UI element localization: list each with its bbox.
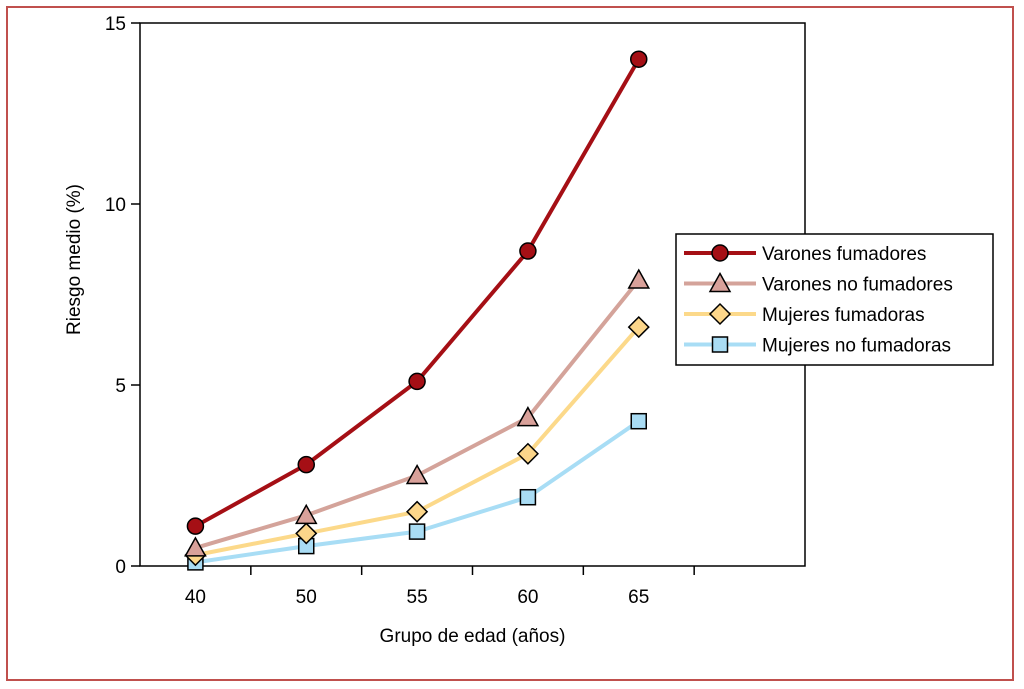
data-point xyxy=(516,406,540,427)
data-point xyxy=(627,268,651,289)
data-point xyxy=(294,503,318,525)
series-line xyxy=(194,58,641,528)
legend-marker xyxy=(708,271,732,293)
y-tick-label: 15 xyxy=(105,14,126,35)
y-axis-title: Riesgo medio (%) xyxy=(64,184,85,335)
legend-label: Varones fumadores xyxy=(762,244,926,265)
y-tick-label: 5 xyxy=(115,376,126,397)
y-axis: 0 5 10 15 xyxy=(105,14,140,578)
legend-label: Mujeres fumadoras xyxy=(762,305,925,326)
legend-item: Varones no fumadores xyxy=(684,271,953,296)
legend-item: Mujeres fumadoras xyxy=(684,302,925,326)
data-point xyxy=(630,50,648,68)
legend-item: Mujeres no fumadoras xyxy=(684,336,951,357)
series-layer xyxy=(184,50,651,571)
data-point xyxy=(408,372,426,391)
x-tick-label: 55 xyxy=(407,587,428,608)
data-point xyxy=(627,316,650,339)
series-2 xyxy=(184,268,651,557)
data-point xyxy=(406,500,429,523)
data-point xyxy=(186,517,205,535)
series-4 xyxy=(187,412,647,571)
legend-marker xyxy=(711,336,729,353)
x-tick-label: 50 xyxy=(296,587,317,608)
y-tick-label: 10 xyxy=(105,195,126,216)
data-point xyxy=(297,455,315,474)
x-axis: 40 50 55 60 65 xyxy=(185,566,695,608)
series-1 xyxy=(186,50,648,535)
y-tick-label: 0 xyxy=(115,557,126,578)
legend-marker xyxy=(708,302,732,326)
legend-label: Mujeres no fumadoras xyxy=(762,336,951,357)
x-tick-label: 65 xyxy=(628,587,649,608)
data-point xyxy=(630,412,647,430)
x-tick-label: 40 xyxy=(185,587,206,608)
x-axis-title: Grupo de edad (años) xyxy=(380,626,566,647)
legend-label: Varones no fumadores xyxy=(762,275,953,296)
legend-item: Varones fumadores xyxy=(684,244,926,265)
data-point xyxy=(184,536,207,557)
data-point xyxy=(519,242,537,260)
data-point xyxy=(519,488,537,506)
legend: Varones fumadores Varones no fumadores Muj… xyxy=(675,233,994,366)
x-tick-label: 60 xyxy=(517,587,538,608)
data-point xyxy=(295,522,318,545)
data-point xyxy=(405,463,429,485)
legend-marker xyxy=(711,244,729,262)
data-point xyxy=(408,523,426,540)
data-point xyxy=(516,442,539,465)
